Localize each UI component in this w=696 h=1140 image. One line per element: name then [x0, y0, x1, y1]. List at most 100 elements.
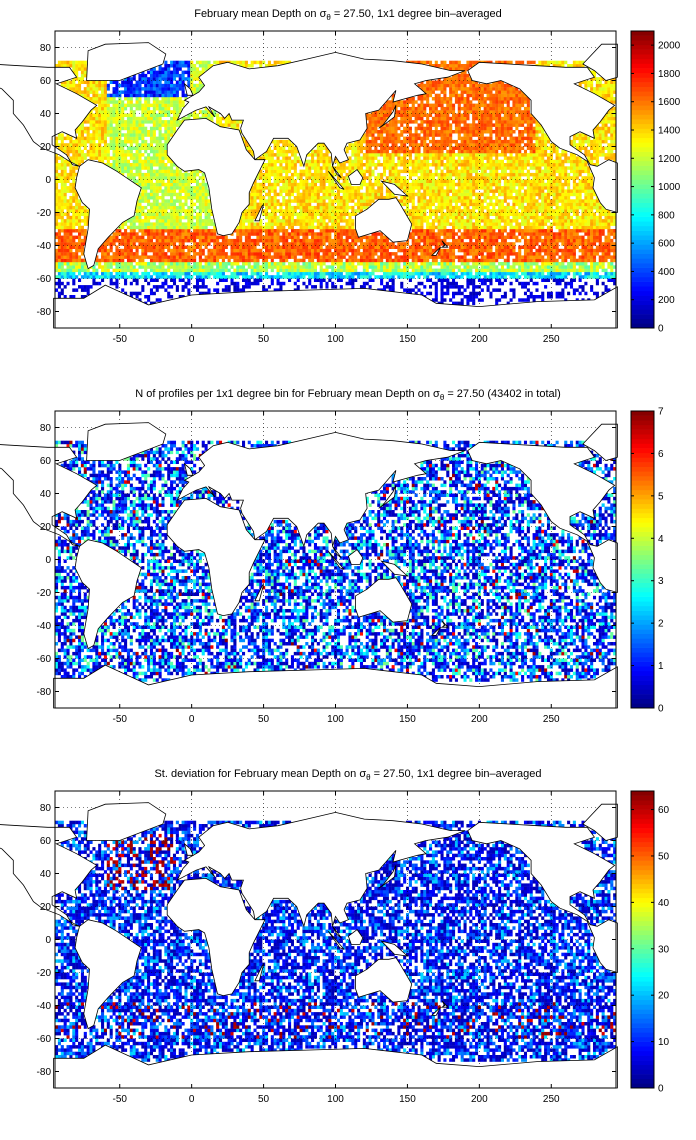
- data-cell: [250, 209, 254, 213]
- data-cell: [170, 126, 174, 131]
- data-cell: [414, 60, 418, 65]
- data-cell: [420, 166, 424, 170]
- data-cell: [83, 80, 87, 84]
- data-cell: [302, 186, 306, 190]
- data-cell: [164, 70, 168, 75]
- data-cell: [83, 153, 87, 157]
- data-cell: [95, 136, 99, 141]
- data-cell: [118, 136, 122, 141]
- data-cell: [158, 225, 162, 230]
- data-cell: [354, 166, 358, 170]
- data-cell: [411, 179, 415, 183]
- data-cell: [385, 163, 389, 167]
- data-cell: [101, 83, 105, 88]
- data-cell: [187, 215, 191, 220]
- data-cell: [414, 159, 418, 164]
- data-cell: [132, 120, 136, 124]
- data-cell: [124, 242, 128, 246]
- data-cell: [198, 196, 202, 200]
- data-cell: [308, 229, 312, 233]
- data-cell: [181, 64, 185, 68]
- data-cell: [55, 252, 59, 256]
- data-cell: [126, 103, 130, 108]
- data-cell: [403, 113, 407, 117]
- data-cell: [279, 248, 283, 253]
- data-cell: [218, 252, 223, 256]
- data-cell: [207, 275, 211, 279]
- data-cell: [92, 136, 96, 141]
- data-cell: [181, 248, 185, 253]
- data-cell: [115, 268, 119, 273]
- data-cell: [239, 229, 243, 233]
- data-cell: [408, 186, 412, 190]
- data-cell: [204, 268, 208, 273]
- data-cell: [195, 219, 200, 223]
- data-cell: [144, 106, 148, 111]
- data-cell: [138, 163, 142, 167]
- data-cell: [155, 100, 159, 104]
- data-cell: [164, 192, 168, 197]
- data-cell: [178, 271, 182, 276]
- data-cell: [233, 252, 237, 256]
- data-cell: [279, 163, 283, 167]
- data-cell: [408, 196, 412, 200]
- data-cell: [69, 258, 73, 263]
- data-cell: [290, 232, 294, 236]
- data-cell: [293, 199, 297, 203]
- data-cell: [210, 212, 214, 216]
- data-cell: [388, 120, 392, 124]
- data-cell: [296, 192, 300, 197]
- data-cell: [161, 156, 165, 160]
- data-cell: [149, 258, 154, 263]
- data-cell: [348, 265, 352, 269]
- data-cell: [149, 163, 154, 167]
- data-cell: [170, 199, 174, 203]
- data-cell: [147, 186, 151, 190]
- data-cell: [164, 93, 168, 98]
- data-cell: [400, 156, 404, 160]
- data-cell: [319, 215, 323, 220]
- data-cell: [112, 103, 116, 108]
- data-cell: [121, 133, 125, 137]
- data-cell: [316, 242, 320, 246]
- data-cell: [89, 126, 93, 131]
- data-cell: [345, 196, 349, 200]
- data-cell: [103, 146, 107, 150]
- data-cell: [172, 199, 177, 203]
- data-cell: [210, 238, 214, 243]
- data-cell: [391, 285, 395, 289]
- data-cell: [385, 149, 389, 154]
- data-cell: [106, 120, 110, 124]
- data-cell: [144, 268, 148, 273]
- data-cell: [302, 242, 306, 246]
- data-cell: [296, 212, 300, 216]
- data-cell: [69, 80, 73, 84]
- data-cell: [138, 196, 142, 200]
- data-cell: [411, 172, 415, 177]
- data-cell: [144, 219, 148, 223]
- data-cell: [158, 133, 162, 137]
- data-cell: [313, 179, 317, 183]
- data-cell: [170, 278, 174, 282]
- data-cell: [293, 222, 297, 226]
- data-cell: [305, 225, 309, 230]
- data-cell: [400, 196, 404, 200]
- data-cell: [250, 245, 254, 249]
- data-cell: [414, 110, 418, 114]
- data-cell: [382, 143, 387, 147]
- data-cell: [325, 186, 329, 190]
- data-cell: [66, 222, 70, 226]
- data-cell: [276, 278, 280, 282]
- data-cell: [417, 238, 421, 243]
- data-cell: [345, 219, 349, 223]
- data-cell: [351, 229, 355, 233]
- data-cell: [103, 262, 107, 266]
- data-cell: [311, 156, 315, 160]
- data-cell: [63, 182, 67, 187]
- data-cell: [253, 265, 257, 269]
- data-cell: [400, 100, 404, 104]
- data-cell: [417, 196, 421, 200]
- data-cell: [115, 163, 119, 167]
- data-cell: [132, 103, 136, 108]
- data-cell: [267, 205, 271, 210]
